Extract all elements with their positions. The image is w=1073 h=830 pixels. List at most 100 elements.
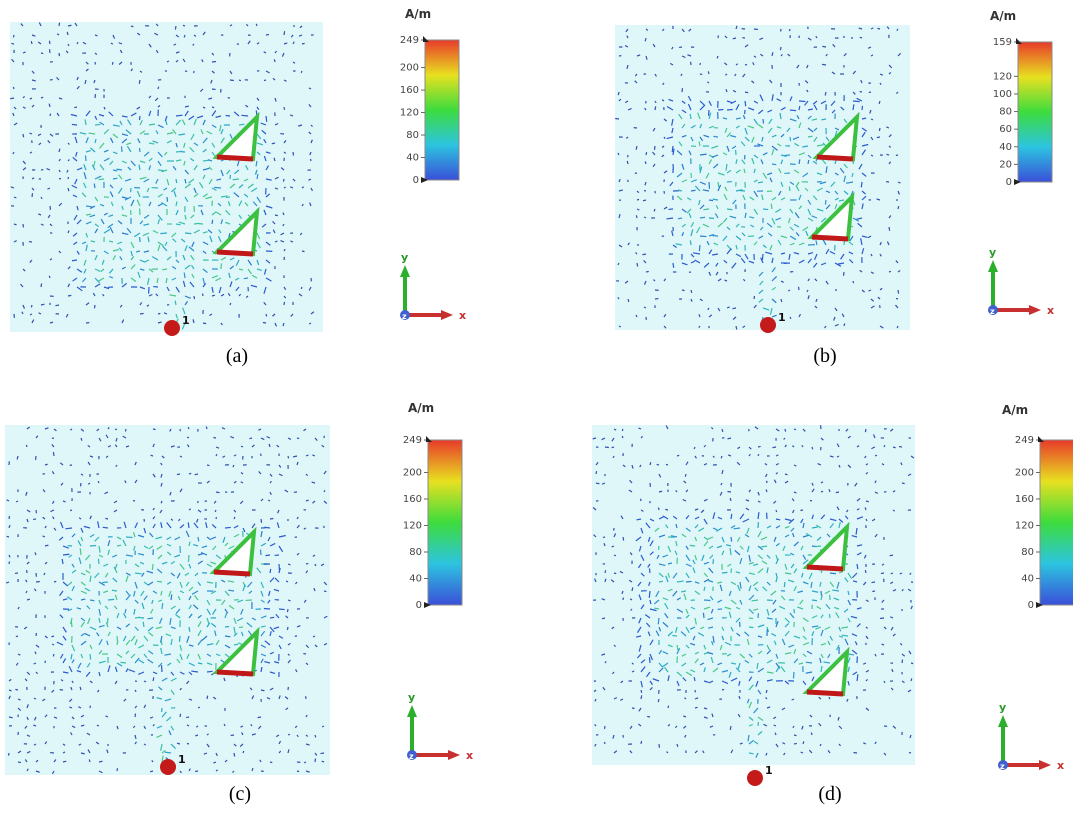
current-arrow [789, 29, 790, 31]
current-arrow [645, 161, 646, 164]
current-arrow [829, 614, 830, 618]
current-arrow [95, 35, 97, 36]
current-arrow [704, 587, 705, 591]
current-arrow [758, 182, 763, 183]
current-arrow [120, 662, 126, 663]
current-arrow [263, 322, 266, 323]
current-arrow [261, 690, 264, 691]
current-arrow [234, 517, 235, 519]
x-axis-label: x [1047, 304, 1054, 317]
current-arrow [63, 761, 66, 762]
feed-port [160, 759, 176, 775]
current-arrow [871, 119, 873, 120]
current-arrow [189, 473, 191, 474]
x-axis-head [1029, 305, 1041, 315]
current-arrow [642, 254, 646, 255]
current-arrow [897, 326, 898, 328]
current-arrow [72, 260, 77, 261]
current-arrow [857, 564, 858, 569]
current-arrow [844, 323, 845, 326]
current-arrow [231, 735, 234, 736]
current-arrow [270, 569, 271, 573]
current-arrow [41, 97, 43, 98]
current-arrow [139, 80, 140, 84]
current-arrow [890, 555, 893, 556]
current-arrow [865, 507, 866, 510]
current-arrow [270, 518, 273, 519]
hotspot-edge [217, 252, 253, 254]
current-arrow [658, 618, 659, 624]
colorbar-tick-label: 80 [406, 130, 419, 141]
current-arrow [71, 620, 72, 627]
current-arrow [623, 537, 624, 541]
current-arrow [212, 220, 213, 224]
current-arrow [882, 644, 884, 645]
current-arrow [59, 23, 60, 26]
current-arrow [202, 294, 203, 296]
current-arrow [67, 32, 68, 35]
colorbar-unit: A/m [408, 401, 434, 415]
current-arrow [685, 474, 686, 477]
current-arrow [654, 209, 655, 211]
feed-port [760, 317, 776, 333]
current-arrow [53, 452, 54, 456]
current-arrow [284, 107, 285, 110]
current-arrow [270, 617, 274, 618]
current-arrow [26, 445, 27, 447]
current-arrow [758, 446, 761, 447]
current-arrow [272, 143, 275, 144]
current-arrow [54, 581, 56, 582]
colorbar-tick-label: 200 [403, 467, 422, 478]
current-arrow [727, 491, 731, 492]
caption: (c) [229, 783, 251, 805]
current-arrow [853, 752, 857, 753]
current-arrow [650, 600, 651, 604]
current-arrow [618, 92, 619, 95]
current-arrow [632, 587, 633, 591]
current-arrow [98, 559, 99, 564]
current-arrow [733, 38, 736, 39]
current-arrow [176, 179, 177, 183]
current-arrow [891, 573, 893, 574]
current-arrow [749, 753, 754, 754]
current-arrow [117, 641, 118, 645]
port-label: 1 [178, 753, 186, 766]
colorbar-unit: A/m [990, 9, 1016, 23]
current-arrow [812, 600, 817, 601]
current-arrow [23, 134, 24, 137]
current-arrow [677, 744, 678, 747]
current-arrow [893, 447, 896, 448]
current-arrow [288, 456, 289, 458]
current-arrow [636, 215, 637, 218]
current-arrow [861, 182, 862, 187]
current-arrow [306, 563, 308, 564]
current-arrow [72, 124, 77, 125]
current-arrow [794, 735, 797, 736]
current-arrow [322, 761, 324, 762]
current-arrow [284, 31, 285, 35]
current-arrow [789, 187, 790, 191]
current-arrow [808, 160, 809, 164]
colorbar-tick-label: 249 [403, 435, 422, 446]
current-arrow [225, 527, 231, 528]
current-arrow [249, 438, 252, 439]
current-arrow [274, 59, 275, 62]
current-arrow [881, 573, 884, 574]
current-arrow [153, 677, 154, 681]
current-arrow [722, 572, 727, 573]
current-arrow [50, 322, 53, 323]
current-arrow [686, 581, 692, 582]
current-arrow [659, 581, 663, 582]
panel: 1A/m24920016012080400yxz(a) [10, 7, 466, 367]
current-arrow [14, 197, 16, 198]
z-axis-label: z [990, 307, 995, 316]
current-arrow [9, 516, 10, 519]
current-arrow [152, 564, 153, 570]
colorbar-unit: A/m [1002, 403, 1028, 417]
current-arrow [32, 80, 36, 81]
current-arrow [842, 635, 848, 636]
current-arrow [694, 447, 695, 449]
current-arrow [736, 326, 737, 329]
current-arrow [643, 200, 646, 201]
current-arrow [153, 429, 156, 430]
